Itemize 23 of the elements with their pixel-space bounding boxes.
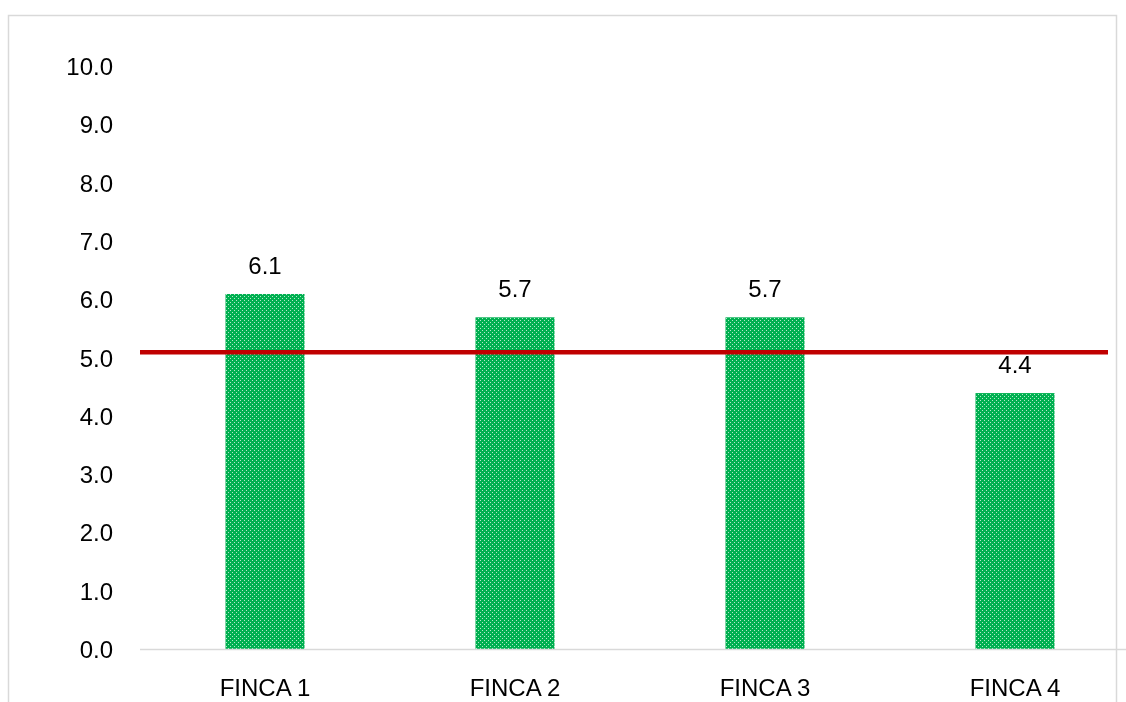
y-tick-label: 5.0 xyxy=(79,344,113,372)
data-label: 6.1 xyxy=(248,251,282,279)
bar xyxy=(225,293,305,650)
y-tick-label: 6.0 xyxy=(79,286,113,314)
bar xyxy=(975,393,1055,650)
x-tick-label: FINCA 1 xyxy=(219,674,311,701)
data-label: 5.7 xyxy=(498,275,532,303)
y-tick-label: 4.0 xyxy=(79,402,113,430)
bar xyxy=(725,317,805,650)
y-tick-label: 8.0 xyxy=(79,169,113,197)
y-tick-label: 0.0 xyxy=(79,635,113,663)
y-tick-label: 9.0 xyxy=(79,111,113,139)
y-tick-label: 10.0 xyxy=(66,53,113,81)
x-tick-label: FINCA 3 xyxy=(719,674,811,701)
data-label: 5.7 xyxy=(748,275,782,303)
x-tick-label: FINCA 2 xyxy=(469,674,561,701)
y-tick-label: 3.0 xyxy=(79,461,113,489)
x-tick-label: FINCA 4 xyxy=(969,674,1061,701)
data-label: 4.4 xyxy=(998,351,1032,379)
y-tick-label: 7.0 xyxy=(79,227,113,255)
y-tick-label: 1.0 xyxy=(79,577,113,605)
y-tick-label: 2.0 xyxy=(79,519,113,547)
bar xyxy=(475,317,555,650)
